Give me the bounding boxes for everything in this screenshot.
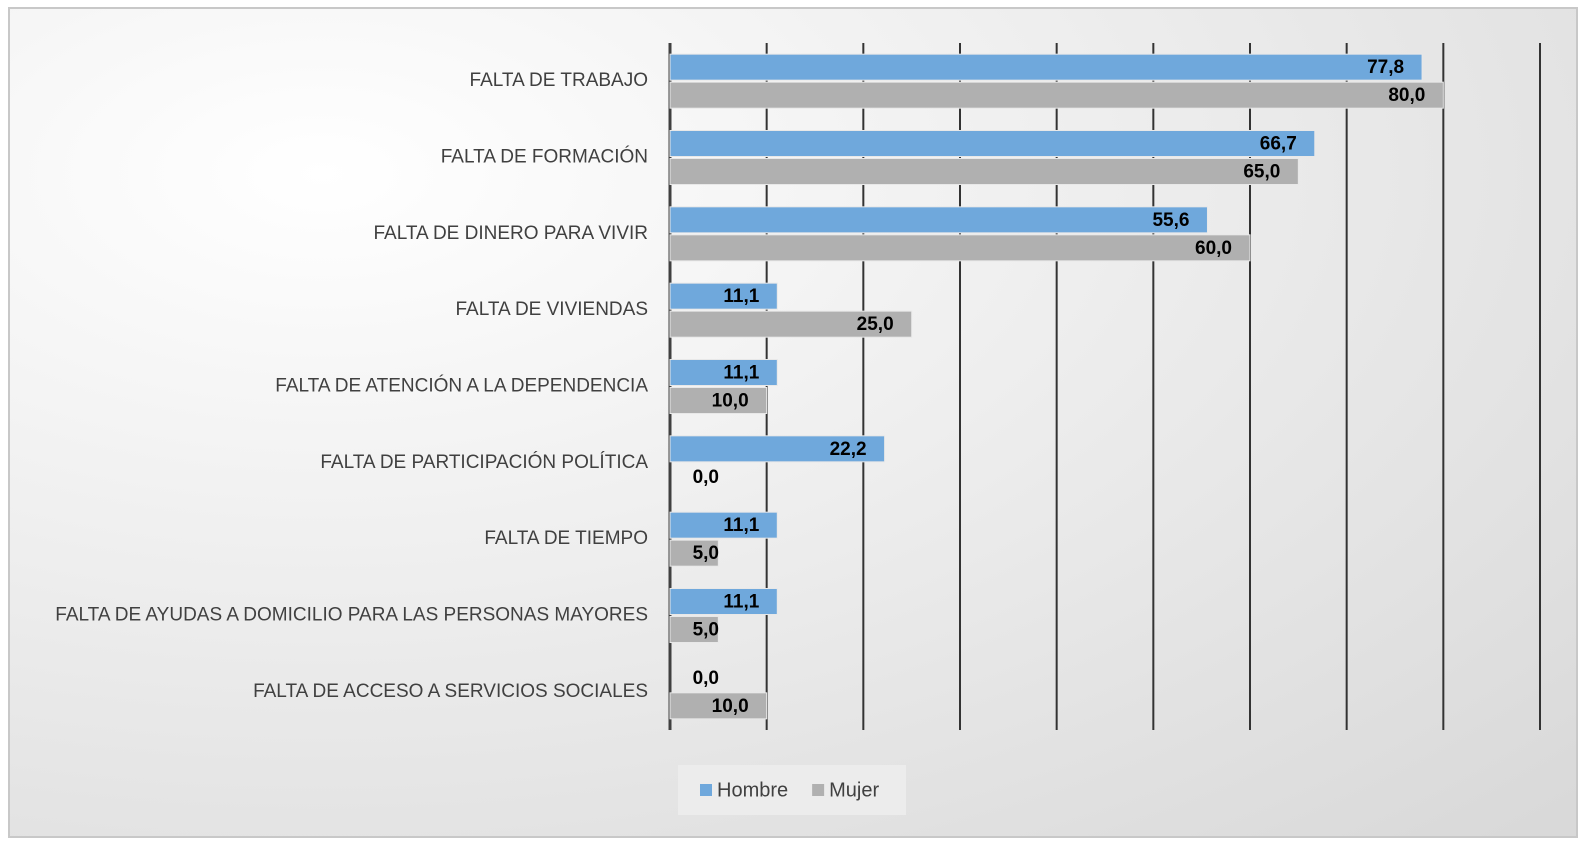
value-label: 55,6 bbox=[1152, 210, 1189, 231]
value-label: 11,1 bbox=[723, 363, 759, 384]
bar bbox=[669, 282, 778, 310]
value-label: 11,1 bbox=[723, 592, 759, 613]
bar bbox=[669, 81, 1444, 109]
value-label: 0,0 bbox=[693, 668, 719, 689]
value-label: 65,0 bbox=[1243, 162, 1280, 183]
bar bbox=[669, 234, 1251, 262]
value-label: 77,8 bbox=[1367, 57, 1404, 78]
category-label: FALTA DE DINERO PARA VIVIR bbox=[373, 223, 648, 244]
value-label: 0,0 bbox=[693, 467, 719, 488]
category-label: FALTA DE TRABAJO bbox=[470, 70, 648, 91]
bar bbox=[669, 539, 719, 567]
value-label: 60,0 bbox=[1195, 238, 1232, 259]
bar bbox=[669, 53, 1423, 81]
value-label: 5,0 bbox=[693, 620, 719, 641]
bar bbox=[669, 435, 886, 463]
category-label: FALTA DE FORMACIÓN bbox=[441, 146, 648, 168]
category-label: FALTA DE TIEMPO bbox=[484, 528, 648, 549]
bar bbox=[669, 387, 768, 414]
legend-label: Hombre bbox=[717, 779, 788, 801]
bar bbox=[669, 692, 768, 720]
legend-swatch bbox=[700, 784, 712, 796]
value-label: 10,0 bbox=[712, 391, 749, 412]
bar bbox=[669, 130, 1316, 157]
value-label: 25,0 bbox=[857, 314, 894, 335]
bar bbox=[669, 206, 1208, 234]
category-label: FALTA DE ACCESO A SERVICIOS SOCIALES bbox=[253, 681, 648, 702]
legend-box bbox=[678, 765, 906, 815]
bar bbox=[669, 616, 719, 643]
value-label: 10,0 bbox=[712, 696, 749, 717]
value-label: 22,2 bbox=[830, 439, 867, 460]
bar bbox=[669, 158, 1299, 185]
value-label: 11,1 bbox=[723, 515, 759, 536]
value-label: 5,0 bbox=[693, 543, 719, 564]
bar bbox=[669, 511, 778, 539]
category-label: FALTA DE AYUDAS A DOMICILIO PARA LAS PER… bbox=[55, 605, 648, 626]
bar bbox=[669, 310, 913, 338]
category-label: FALTA DE VIVIENDAS bbox=[455, 299, 648, 320]
value-label: 66,7 bbox=[1260, 134, 1297, 155]
category-label: FALTA DE PARTICIPACIÓN POLÍTICA bbox=[320, 451, 648, 473]
category-label: FALTA DE ATENCIÓN A LA DEPENDENCIA bbox=[275, 375, 648, 397]
bar bbox=[669, 588, 778, 615]
value-label: 80,0 bbox=[1388, 85, 1425, 106]
legend-swatch bbox=[812, 784, 825, 796]
value-label: 11,1 bbox=[723, 286, 759, 307]
bar bbox=[669, 359, 778, 386]
legend-label: Mujer bbox=[829, 779, 879, 801]
